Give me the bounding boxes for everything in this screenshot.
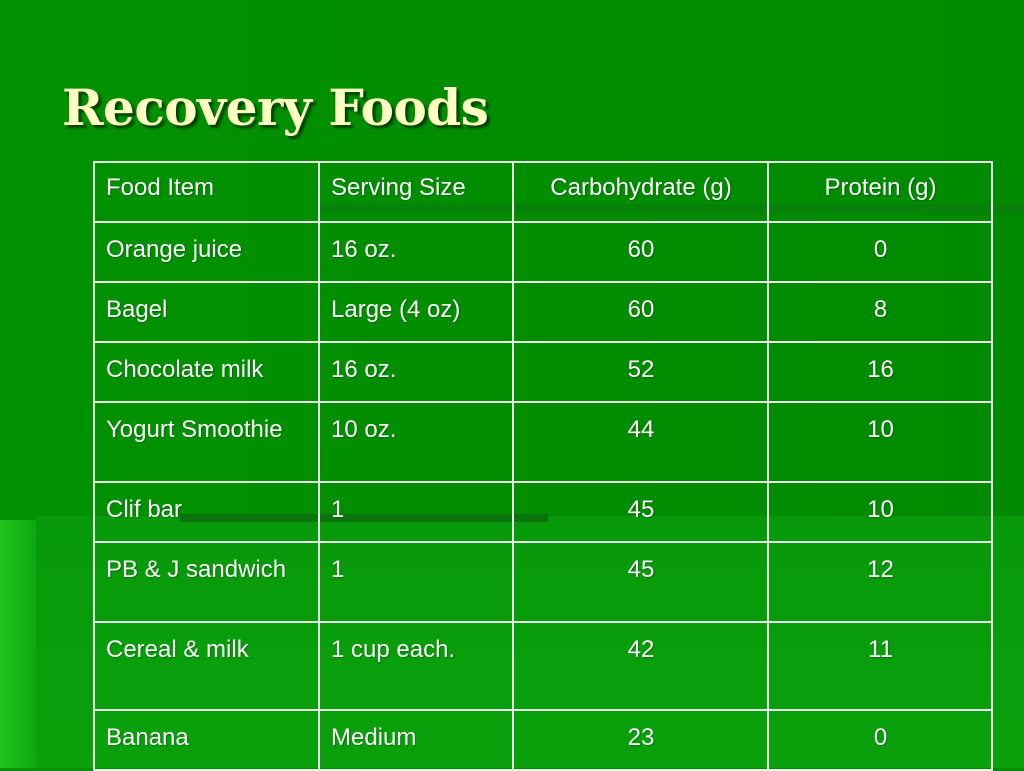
serving-size-cell: 1 cup each. bbox=[318, 621, 514, 711]
serving-size-cell: Medium bbox=[318, 709, 514, 771]
table-row: Bagel Large (4 oz) 60 8 bbox=[93, 281, 993, 343]
food-item-cell: PB & J sandwich bbox=[93, 541, 320, 623]
recovery-foods-table: Food Item Serving Size Carbohydrate (g) … bbox=[93, 161, 993, 771]
serving-size-cell: 1 bbox=[318, 481, 514, 543]
carbohydrate-cell: 45 bbox=[512, 481, 769, 543]
protein-cell: 0 bbox=[767, 709, 993, 771]
protein-cell: 11 bbox=[767, 621, 993, 711]
food-item-cell: Bagel bbox=[93, 281, 320, 343]
table-row: Orange juice 16 oz. 60 0 bbox=[93, 221, 993, 283]
food-item-cell: Clif bar bbox=[93, 481, 320, 543]
carbohydrate-cell: 45 bbox=[512, 541, 769, 623]
serving-size-cell: 16 oz. bbox=[318, 221, 514, 283]
protein-cell: 10 bbox=[767, 401, 993, 483]
table-row: Chocolate milk 16 oz. 52 16 bbox=[93, 341, 993, 403]
column-header-serving-size: Serving Size bbox=[318, 161, 514, 223]
carbohydrate-cell: 60 bbox=[512, 221, 769, 283]
serving-size-cell: 10 oz. bbox=[318, 401, 514, 483]
carbohydrate-cell: 42 bbox=[512, 621, 769, 711]
table-row: Clif bar 1 45 10 bbox=[93, 481, 993, 543]
carbohydrate-cell: 44 bbox=[512, 401, 769, 483]
protein-cell: 10 bbox=[767, 481, 993, 543]
table-row: Cereal & milk 1 cup each. 42 11 bbox=[93, 621, 993, 711]
column-header-carbohydrate: Carbohydrate (g) bbox=[512, 161, 769, 223]
carbohydrate-cell: 52 bbox=[512, 341, 769, 403]
background-band-left bbox=[0, 520, 40, 768]
food-item-cell: Chocolate milk bbox=[93, 341, 320, 403]
food-item-cell: Cereal & milk bbox=[93, 621, 320, 711]
food-item-cell: Yogurt Smoothie bbox=[93, 401, 320, 483]
column-header-food-item: Food Item bbox=[93, 161, 320, 223]
carbohydrate-cell: 23 bbox=[512, 709, 769, 771]
table-header-row: Food Item Serving Size Carbohydrate (g) … bbox=[93, 161, 993, 223]
table-row: Banana Medium 23 0 bbox=[93, 709, 993, 771]
protein-cell: 16 bbox=[767, 341, 993, 403]
protein-cell: 12 bbox=[767, 541, 993, 623]
carbohydrate-cell: 60 bbox=[512, 281, 769, 343]
food-item-cell: Banana bbox=[93, 709, 320, 771]
serving-size-cell: 16 oz. bbox=[318, 341, 514, 403]
table-row: Yogurt Smoothie 10 oz. 44 10 bbox=[93, 401, 993, 483]
slide-title: Recovery Foods bbox=[62, 78, 489, 137]
protein-cell: 8 bbox=[767, 281, 993, 343]
protein-cell: 0 bbox=[767, 221, 993, 283]
column-header-protein: Protein (g) bbox=[767, 161, 993, 223]
food-item-cell: Orange juice bbox=[93, 221, 320, 283]
serving-size-cell: 1 bbox=[318, 541, 514, 623]
serving-size-cell: Large (4 oz) bbox=[318, 281, 514, 343]
table-row: PB & J sandwich 1 45 12 bbox=[93, 541, 993, 623]
